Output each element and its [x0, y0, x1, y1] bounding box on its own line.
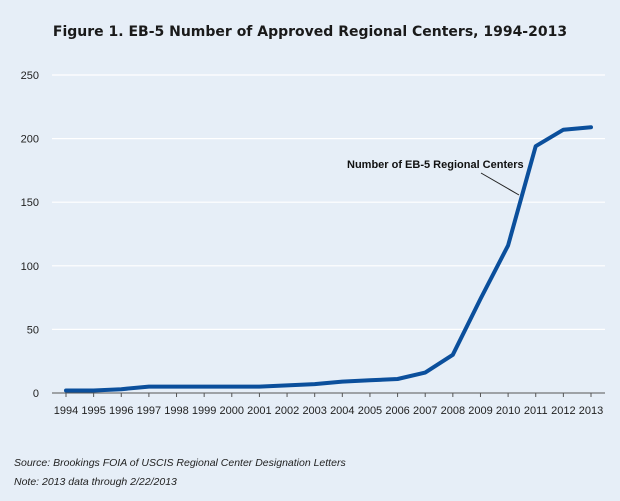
x-tick-label: 2004 [330, 405, 354, 417]
x-tick-label: 2008 [441, 405, 465, 417]
data-point [397, 378, 399, 380]
x-tick-label: 1996 [109, 405, 133, 417]
data-point [507, 244, 509, 246]
source-note: Source: Brookings FOIA of USCIS Regional… [14, 457, 346, 469]
y-tick-label: 250 [21, 70, 39, 82]
x-tick-label: 2011 [524, 405, 548, 417]
x-tick-label: 2002 [275, 405, 299, 417]
x-tick-label: 1994 [54, 405, 78, 417]
x-tick-label: 2006 [385, 405, 409, 417]
x-tick-label: 1998 [164, 405, 188, 417]
x-tick-label: 2010 [496, 405, 520, 417]
annotation-leader-line [480, 172, 520, 196]
x-tick-label: 2001 [247, 405, 271, 417]
data-point [314, 383, 316, 385]
data-point [258, 386, 260, 388]
date-note: Note: 2013 data through 2/22/2013 [14, 476, 177, 488]
data-point [479, 298, 481, 300]
y-tick-label: 50 [27, 324, 39, 336]
data-point [176, 386, 178, 388]
chart-title: Figure 1. EB-5 Number of Approved Region… [53, 24, 567, 40]
x-tick-label: 2013 [579, 405, 603, 417]
y-tick-label: 150 [21, 197, 39, 209]
x-tick-label: 2007 [413, 405, 437, 417]
data-point [590, 126, 592, 128]
x-tick-label: 2012 [551, 405, 575, 417]
data-point [452, 354, 454, 356]
x-axis: 1994 1995 1996 1997 1998 1999 2000 2001 2002 2003… [54, 393, 603, 417]
data-point [93, 389, 95, 391]
x-tick-label: 2003 [302, 405, 326, 417]
y-tick-label: 100 [21, 261, 39, 273]
y-tick-label: 200 [21, 134, 39, 146]
y-tick-label: 0 [33, 388, 39, 400]
series-group [64, 125, 593, 393]
x-tick-label: 2000 [220, 405, 244, 417]
data-point [562, 129, 564, 131]
data-point [369, 379, 371, 381]
series-line [64, 125, 593, 393]
x-tick-label: 1999 [192, 405, 216, 417]
grid [52, 74, 605, 394]
data-point [120, 388, 122, 390]
x-tick-label: 2009 [468, 405, 492, 417]
data-point [286, 384, 288, 386]
data-point [148, 386, 150, 388]
x-tick-label: 2005 [358, 405, 382, 417]
series-annotation-label: Number of EB-5 Regional Centers [347, 159, 524, 171]
data-point [341, 381, 343, 383]
data-point [231, 386, 233, 388]
data-point [535, 145, 537, 147]
data-point [65, 389, 67, 391]
data-point [203, 386, 205, 388]
x-tick-label: 1995 [81, 405, 105, 417]
data-point [424, 372, 426, 374]
y-axis: 0 50 100 150 200 250 [21, 70, 39, 400]
x-tick-label: 1997 [137, 405, 161, 417]
